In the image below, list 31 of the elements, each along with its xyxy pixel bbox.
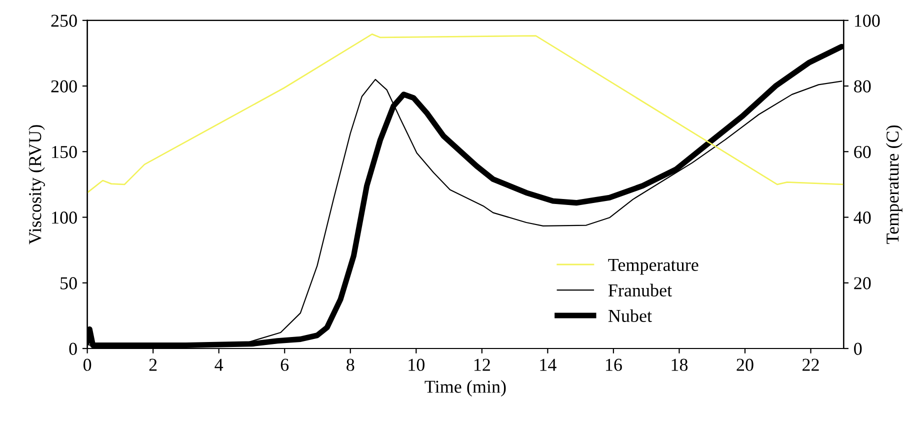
y-tick-label: 0 [69,342,77,355]
line-series [87,33,844,194]
y-tick-label: 50 [60,277,77,290]
x-tick-label: 8 [346,358,354,371]
y-tick-label: 200 [51,80,77,92]
y2-tick-label: 0 [854,342,862,355]
y2-tick-label: 20 [854,277,871,290]
x-axis-title: Time (min) [424,380,506,397]
x-tick-label: 14 [540,358,556,371]
x-tick-label: 2 [149,358,157,371]
x-tick-label: 18 [672,358,688,371]
legend-label: Nubet [608,309,652,322]
y2-tick-label: 60 [854,146,871,158]
y2-tick-label: 40 [854,212,871,224]
x-tick-label: 12 [474,358,490,371]
y-axis-title: Viscosity (RVU) [28,125,45,244]
x-tick-label: 0 [83,358,92,371]
x-tick-label: 20 [736,358,754,371]
y-tick-label: 100 [52,212,77,224]
y-tick-label: 150 [52,146,77,158]
x-tick-label: 22 [802,358,819,371]
legend-label: Temperature [608,258,698,275]
x-tick-label: 4 [214,358,224,371]
y2-axis-title: Temperature (C) [886,125,902,244]
x-tick-label: 10 [408,358,424,371]
y2-tick-label: 80 [854,80,871,92]
x-tick-label: 16 [606,358,622,371]
y2-tick-label: 100 [854,14,880,27]
y-tick-label: 250 [51,14,77,27]
legend-label: Franubet [608,284,672,297]
x-tick-label: 6 [280,358,289,371]
